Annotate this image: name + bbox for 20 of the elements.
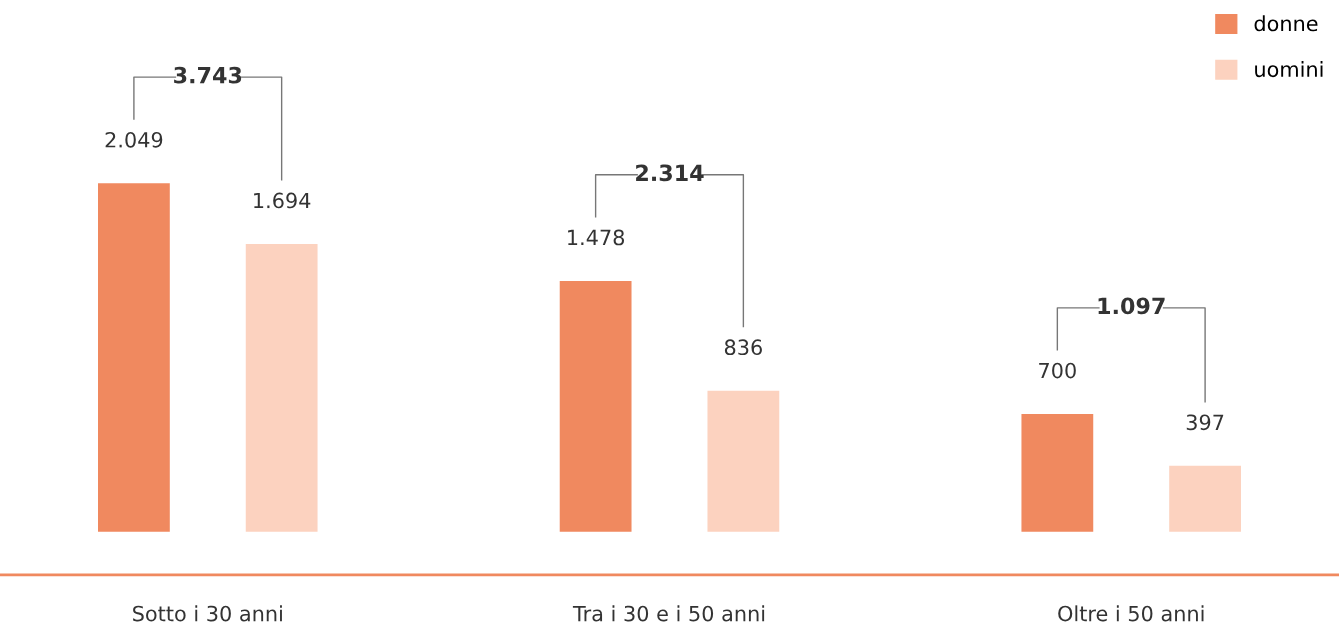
- x-tick-label: Oltre i 50 anni: [1058, 605, 1204, 622]
- annotation: 1.097: [1098, 297, 1165, 315]
- bar: [1167, 463, 1244, 534]
- bar: [243, 241, 320, 534]
- legend-label: uomini: [1255, 61, 1323, 78]
- bar: [557, 278, 634, 534]
- x-tick-label: Sotto i 30 anni: [133, 605, 282, 622]
- data-label: 1.478: [568, 229, 625, 246]
- text: 3.743: [174, 66, 242, 84]
- data-label: 2.049: [105, 131, 163, 148]
- bar: [1019, 411, 1096, 534]
- data-label: 1.694: [254, 192, 311, 209]
- legend-label: donne: [1254, 15, 1318, 32]
- bar: [95, 181, 172, 534]
- data-label: 397: [1186, 414, 1224, 431]
- x-tick-label: Tra i 30 e i 50 anni: [572, 605, 765, 622]
- data-label: 836: [724, 339, 762, 356]
- data-label: 700: [1039, 362, 1076, 379]
- bar: [705, 388, 782, 534]
- text: 2.314: [636, 164, 704, 182]
